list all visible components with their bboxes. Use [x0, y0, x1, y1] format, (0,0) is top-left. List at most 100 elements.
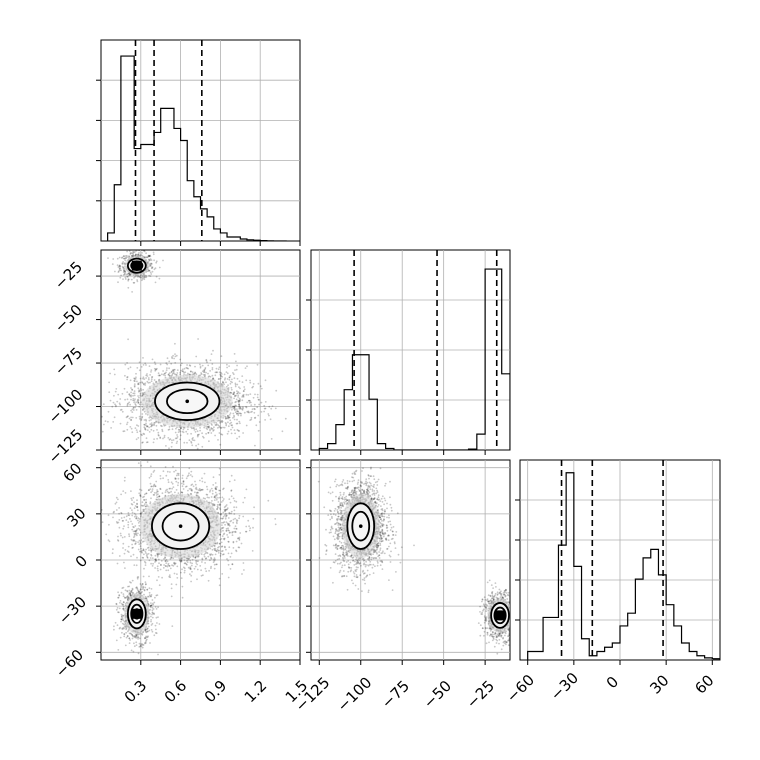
scatter-point: [141, 644, 144, 646]
scatter-point: [212, 377, 214, 380]
scatter-point: [153, 259, 156, 262]
scatter-point: [116, 400, 119, 403]
scatter-point: [124, 549, 127, 551]
scatter-point: [220, 512, 223, 515]
scatter-point: [190, 440, 193, 443]
scatter-point: [203, 370, 206, 373]
scatter-point: [139, 381, 142, 384]
scatter-point: [194, 365, 196, 368]
scatter-point: [232, 521, 235, 524]
scatter-point: [234, 404, 237, 407]
scatter-point: [193, 427, 196, 430]
scatter-point: [150, 602, 152, 604]
scatter-point: [235, 519, 238, 521]
scatter-point: [181, 491, 184, 494]
scatter-point: [128, 642, 131, 644]
scatter-point: [128, 255, 131, 258]
scatter-point: [242, 393, 245, 396]
scatter-point: [216, 542, 218, 545]
scatter-point: [135, 644, 138, 646]
scatter-point: [245, 379, 248, 382]
scatter-point: [247, 394, 250, 396]
scatter-point: [150, 588, 153, 590]
scatter-point: [214, 374, 217, 377]
scatter-point: [136, 591, 139, 594]
scatter-point: [150, 595, 152, 597]
scatter-point: [219, 377, 222, 380]
scatter-point: [143, 508, 146, 511]
scatter-point: [145, 636, 148, 639]
scatter-point: [132, 530, 135, 533]
scatter-point: [130, 555, 132, 558]
scatter-point: [254, 416, 257, 419]
scatter-point: [142, 585, 145, 588]
scatter-point: [247, 410, 250, 413]
scatter-point: [135, 637, 138, 639]
scatter-point: [115, 602, 118, 605]
scatter-point: [234, 383, 237, 386]
scatter-point: [228, 376, 231, 379]
scatter-point: [169, 438, 172, 440]
scatter-point: [143, 250, 146, 253]
scatter-point: [186, 433, 189, 435]
scatter-point: [118, 402, 121, 405]
scatter-point: [225, 416, 227, 419]
scatter-point: [242, 395, 245, 397]
scatter-point: [232, 417, 234, 419]
scatter-point: [159, 568, 162, 571]
scatter-point: [214, 482, 217, 484]
scatter-point: [131, 252, 134, 255]
scatter-point: [167, 562, 170, 565]
scatter-point: [263, 404, 266, 407]
scatter-point: [215, 367, 218, 370]
scatter-point: [241, 409, 244, 411]
scatter-point: [140, 632, 143, 635]
scatter-point: [119, 601, 121, 604]
scatter-point: [274, 518, 277, 520]
scatter-point: [143, 275, 146, 278]
scatter-point: [236, 377, 239, 380]
scatter-point: [168, 426, 171, 428]
scatter-point: [145, 631, 148, 634]
scatter-point: [154, 363, 157, 365]
scatter-point: [128, 632, 131, 635]
scatter-point: [140, 389, 143, 392]
scatter-point: [122, 605, 125, 608]
scatter-point: [135, 586, 138, 588]
scatter-point: [140, 250, 143, 251]
scatter-point: [233, 409, 236, 412]
scatter-point: [224, 422, 227, 424]
scatter-point: [151, 612, 154, 615]
scatter-point: [127, 415, 129, 418]
scatter-point: [216, 371, 219, 374]
scatter-point: [141, 591, 144, 593]
scatter-point: [136, 380, 138, 383]
scatter-point: [183, 373, 186, 375]
scatter-point: [221, 524, 223, 526]
scatter-point: [121, 628, 124, 630]
scatter-point: [228, 511, 231, 514]
scatter-point: [232, 547, 235, 549]
scatter-point: [152, 441, 155, 444]
scatter-point: [124, 644, 127, 647]
scatter-point: [163, 434, 166, 437]
scatter-point: [172, 486, 175, 488]
scatter-point: [167, 373, 170, 376]
scatter-point: [234, 401, 237, 404]
scatter-point: [142, 357, 144, 359]
scatter-point: [142, 388, 145, 391]
scatter-point: [194, 487, 197, 490]
scatter-point: [142, 377, 144, 380]
scatter-point: [171, 482, 174, 485]
scatter-point: [246, 401, 249, 404]
scatter-point: [190, 370, 192, 373]
scatter-point: [158, 584, 161, 587]
scatter-point: [216, 427, 219, 429]
scatter-point: [129, 273, 132, 276]
scatter-point: [223, 426, 226, 429]
scatter-point: [139, 392, 142, 395]
scatter-point: [138, 396, 140, 399]
scatter-point: [238, 399, 241, 402]
scatter-point: [230, 428, 232, 431]
scatter-point: [155, 559, 157, 562]
